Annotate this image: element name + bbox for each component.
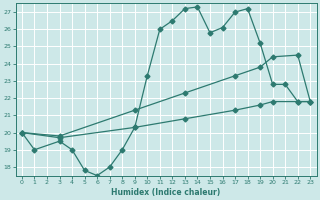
X-axis label: Humidex (Indice chaleur): Humidex (Indice chaleur): [111, 188, 221, 197]
